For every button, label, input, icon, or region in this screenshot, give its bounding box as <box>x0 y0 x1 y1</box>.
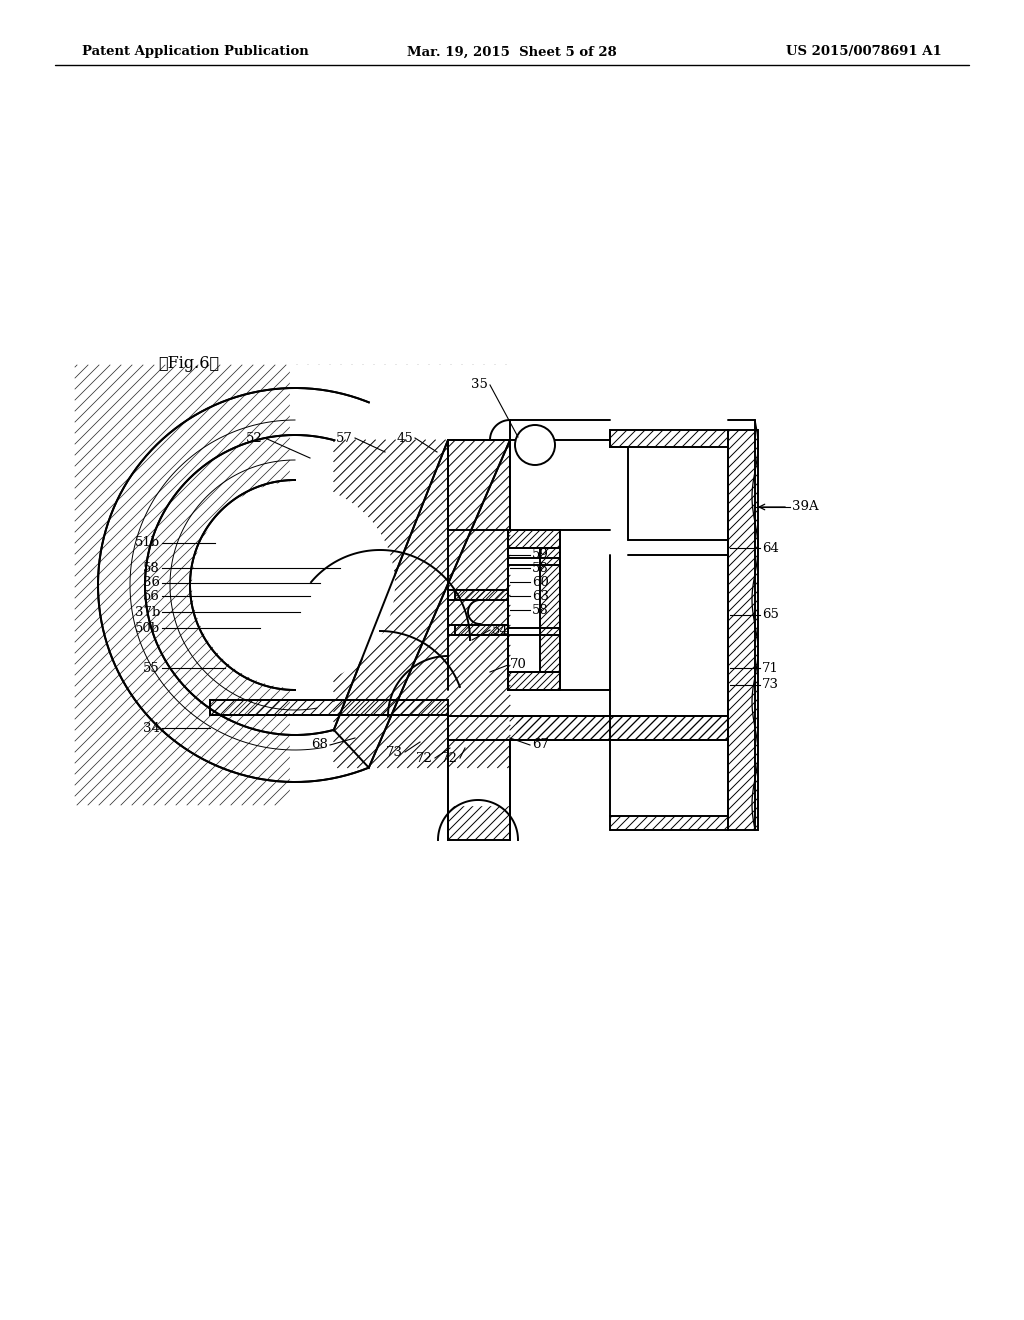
Text: 55: 55 <box>143 661 160 675</box>
Text: 71: 71 <box>762 661 779 675</box>
Text: 64: 64 <box>762 541 779 554</box>
Text: 37b: 37b <box>134 606 160 619</box>
Text: 51b: 51b <box>135 536 160 549</box>
Text: US 2015/0078691 A1: US 2015/0078691 A1 <box>786 45 942 58</box>
Circle shape <box>515 425 555 465</box>
Text: 57: 57 <box>336 432 353 445</box>
Text: 73: 73 <box>762 678 779 692</box>
Text: 52: 52 <box>246 432 263 445</box>
Text: 58: 58 <box>532 561 549 574</box>
Text: 【Fig.6】: 【Fig.6】 <box>158 355 219 371</box>
Text: 67: 67 <box>532 738 549 751</box>
Text: 58: 58 <box>532 603 549 616</box>
Text: 72: 72 <box>441 751 458 764</box>
Text: 50b: 50b <box>135 622 160 635</box>
Text: 45: 45 <box>396 432 413 445</box>
Text: 58: 58 <box>143 561 160 574</box>
Text: 39A: 39A <box>792 500 818 513</box>
Text: 68: 68 <box>311 738 328 751</box>
Text: 72: 72 <box>416 751 433 764</box>
Text: 56: 56 <box>143 590 160 602</box>
Text: 35: 35 <box>471 379 488 392</box>
Text: 65: 65 <box>762 609 779 622</box>
Text: Patent Application Publication: Patent Application Publication <box>82 45 309 58</box>
Text: 60: 60 <box>532 576 549 589</box>
Text: 70: 70 <box>510 659 527 672</box>
Polygon shape <box>195 484 395 685</box>
Text: 54: 54 <box>492 623 509 636</box>
Text: 73: 73 <box>386 746 403 759</box>
Text: 63: 63 <box>532 590 549 602</box>
Polygon shape <box>193 482 398 688</box>
Text: 36: 36 <box>143 577 160 590</box>
Text: 34: 34 <box>143 722 160 734</box>
Text: Mar. 19, 2015  Sheet 5 of 28: Mar. 19, 2015 Sheet 5 of 28 <box>408 45 616 58</box>
Text: 59: 59 <box>532 549 549 561</box>
